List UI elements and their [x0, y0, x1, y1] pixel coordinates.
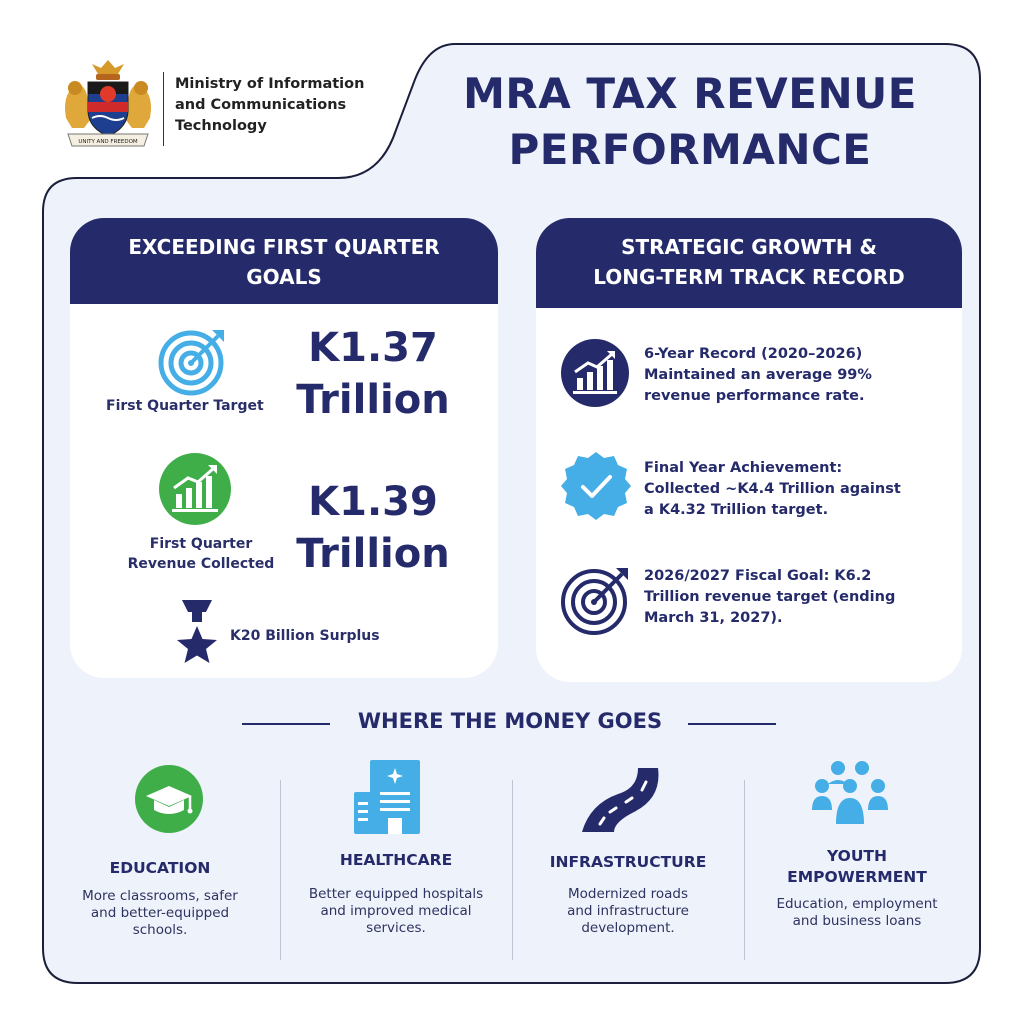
category-healthcare-desc-line-1: Better equipped hospitals [308, 886, 484, 902]
section-rule-left [242, 723, 330, 725]
growth-card-heading-line-2: LONG-TERM TRACK RECORD [593, 265, 905, 289]
category-infrastructure-title-line: INFRASTRUCTURE [549, 853, 707, 871]
category-youth-title-line-2: EMPOWERMENT [787, 868, 927, 886]
category-education-desc-line-2: and better-equipped [90, 905, 230, 921]
collected-label: First Quarter Revenue Collected [116, 534, 286, 574]
quarter-goals-card: EXCEEDING FIRST QUARTER GOALS First Quar… [70, 218, 498, 678]
category-healthcare-desc-line-3: services. [366, 920, 426, 936]
category-youth-desc: Education, employment and business loans [752, 896, 962, 930]
growth-item-1-line-3: revenue performance rate. [644, 388, 865, 404]
growth-item-1-line-2: Maintained an average 99% [644, 367, 872, 383]
ministry-name: Ministry of Information and Communicatio… [175, 74, 385, 137]
graduation-cap-icon [135, 765, 203, 833]
target-amount-value: K1.37 [308, 325, 438, 371]
category-youth-title-line-1: YOUTH [827, 847, 887, 865]
collected-amount: K1.39 Trillion [288, 476, 458, 580]
category-infrastructure-desc-line-1: Modernized roads [567, 886, 689, 902]
coat-of-arms-seal: UNITY AND FREEDOM [65, 60, 151, 147]
category-youth-desc-line-1: Education, employment [776, 896, 938, 912]
target-amount-unit: Trillion [296, 377, 450, 423]
ministry-line-3: Technology [175, 118, 267, 134]
category-separator-3 [744, 780, 745, 960]
category-education-desc-line-3: schools. [132, 922, 188, 938]
target-label: First Quarter Target [106, 398, 264, 414]
growth-item-2-line-1: Final Year Achievement: [644, 460, 843, 476]
growth-track-record-card: STRATEGIC GROWTH & LONG-TERM TRACK RECOR… [536, 218, 962, 682]
page-title-line-1: MRA TAX REVENUE [463, 69, 917, 118]
growth-chart-icon [561, 339, 629, 407]
verified-badge-icon [561, 452, 631, 520]
category-healthcare-desc: Better equipped hospitals and improved m… [290, 886, 502, 937]
fiscal-target-icon [561, 568, 628, 635]
page-title: MRA TAX REVENUE PERFORMANCE [410, 66, 970, 178]
hospital-icon [354, 760, 420, 834]
category-healthcare-title: HEALTHCARE [290, 850, 502, 871]
growth-item-1: 6-Year Record (2020–2026) Maintained an … [644, 344, 944, 407]
category-healthcare-title-line: HEALTHCARE [339, 851, 453, 869]
growth-item-3-line-1: 2026/2027 Fiscal Goal: K6.2 [644, 568, 872, 584]
category-infrastructure-desc-line-2: and infrastructure [567, 903, 689, 919]
category-education-title: EDUCATION [60, 858, 260, 879]
quarter-card-header: EXCEEDING FIRST QUARTER GOALS [70, 218, 498, 304]
growth-item-2-line-3: a K4.32 Trillion target. [644, 502, 829, 518]
money-section-title: WHERE THE MONEY GOES [357, 709, 663, 733]
category-healthcare-desc-line-2: and improved medical [320, 903, 472, 919]
people-group-icon [812, 761, 888, 824]
growth-item-2: Final Year Achievement: Collected ~K4.4 … [644, 458, 954, 521]
seal-motto: UNITY AND FREEDOM [78, 139, 138, 145]
page-title-line-2: PERFORMANCE [508, 125, 872, 174]
ministry-line-2: and Communications [175, 97, 347, 113]
category-education-desc-line-1: More classrooms, safer [82, 888, 238, 904]
quarter-card-heading-line-1: EXCEEDING FIRST QUARTER [128, 235, 440, 259]
road-icon [582, 768, 659, 832]
category-education-title-line: EDUCATION [109, 859, 211, 877]
collected-amount-unit: Trillion [296, 531, 450, 577]
target-amount: K1.37 Trillion [288, 322, 458, 426]
category-separator-1 [280, 780, 281, 960]
category-infrastructure-desc-line-3: development. [581, 920, 675, 936]
growth-item-3: 2026/2027 Fiscal Goal: K6.2 Trillion rev… [644, 566, 944, 629]
category-infrastructure-desc: Modernized roads and infrastructure deve… [520, 886, 736, 937]
category-education-desc: More classrooms, safer and better-equipp… [60, 888, 260, 939]
header-divider [163, 72, 164, 146]
collected-label-line-2: Revenue Collected [127, 556, 275, 572]
target-icon [158, 330, 224, 396]
ministry-line-1: Ministry of Information [175, 76, 365, 92]
quarter-card-heading-line-2: GOALS [246, 265, 322, 289]
growth-item-1-line-1: 6-Year Record (2020–2026) [644, 346, 863, 362]
growth-item-3-line-3: March 31, 2027). [644, 610, 783, 626]
collected-label-line-1: First Quarter [149, 536, 253, 552]
category-youth-desc-line-2: and business loans [792, 913, 922, 929]
section-rule-right [688, 723, 776, 725]
category-separator-2 [512, 780, 513, 960]
medal-star-icon [177, 600, 217, 663]
growth-card-header: STRATEGIC GROWTH & LONG-TERM TRACK RECOR… [536, 218, 962, 308]
collected-amount-value: K1.39 [308, 479, 438, 525]
category-infrastructure-title: INFRASTRUCTURE [520, 852, 736, 873]
growth-card-heading-line-1: STRATEGIC GROWTH & [621, 235, 877, 259]
growth-item-2-line-2: Collected ~K4.4 Trillion against [644, 481, 901, 497]
surplus-label: K20 Billion Surplus [230, 628, 380, 644]
category-youth-title: YOUTH EMPOWERMENT [752, 846, 962, 888]
growth-item-3-line-2: Trillion revenue target (ending [644, 589, 896, 605]
revenue-growth-icon [159, 453, 231, 525]
